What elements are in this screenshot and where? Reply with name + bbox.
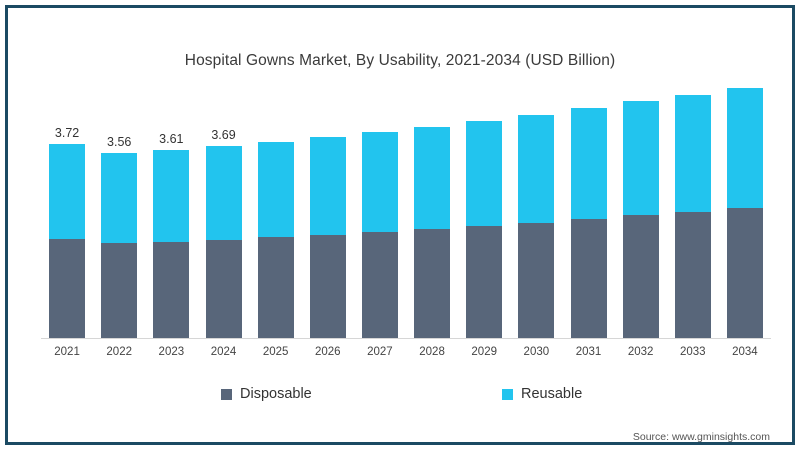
bar-segment-disposable[interactable] [674, 211, 711, 339]
bar-segment-disposable[interactable] [726, 208, 763, 339]
bar-group[interactable] [466, 120, 503, 339]
bar-segment-reusable[interactable] [257, 142, 294, 238]
chart-frame: Hospital Gowns Market, By Usability, 202… [5, 5, 795, 445]
bar-segment-reusable[interactable] [622, 101, 659, 216]
bar-value-label: 3.61 [159, 132, 184, 147]
chart-canvas: Hospital Gowns Market, By Usability, 202… [8, 8, 792, 443]
bar-segment-disposable[interactable] [518, 222, 555, 339]
bar-group[interactable] [622, 101, 659, 339]
bar-segment-disposable[interactable] [49, 239, 86, 339]
x-tick-2029: 2029 [471, 346, 497, 358]
bar-segment-disposable[interactable] [361, 232, 398, 339]
bar-segment-disposable[interactable] [570, 219, 607, 339]
page-title: Hospital Gowns Market, By Usability, 202… [184, 52, 616, 69]
bar-segment-reusable[interactable] [466, 120, 503, 226]
bar-segment-reusable[interactable] [570, 108, 607, 220]
legend-swatch-icon [502, 388, 513, 400]
bar-segment-disposable[interactable] [101, 243, 138, 339]
bar-group[interactable]: 3.69 [205, 128, 242, 339]
bar-value-label: 3.56 [107, 134, 132, 149]
x-axis-line [41, 338, 771, 339]
bar-segment-reusable[interactable] [309, 136, 346, 235]
bar-segment-reusable[interactable] [414, 126, 451, 230]
bar-segment-disposable[interactable] [622, 215, 659, 339]
bar-group[interactable]: 3.56 [101, 135, 138, 339]
bar-segment-reusable[interactable] [49, 144, 86, 240]
legend-label: Reusable [521, 386, 583, 402]
x-tick-2026: 2026 [314, 346, 341, 358]
bar-segment-disposable[interactable] [153, 241, 190, 339]
x-tick-2021: 2021 [54, 346, 80, 358]
bar-group[interactable] [257, 142, 294, 339]
x-tick-2024: 2024 [210, 346, 237, 358]
x-tick-2032: 2032 [627, 346, 654, 358]
bar-segment-reusable[interactable] [205, 145, 242, 240]
source-attribution: Source: www.gminsights.com [632, 431, 770, 443]
x-tick-2034: 2034 [732, 346, 758, 358]
bar-group[interactable] [361, 132, 398, 339]
bar-group[interactable] [518, 115, 555, 339]
x-tick-2030: 2030 [523, 346, 550, 358]
bar-segment-reusable[interactable] [726, 87, 763, 209]
x-tick-2025: 2025 [262, 346, 289, 358]
bar-value-label: 3.69 [211, 127, 236, 142]
x-tick-2022: 2022 [106, 346, 132, 358]
bar-segment-disposable[interactable] [466, 225, 503, 339]
x-tick-2031: 2031 [575, 346, 602, 358]
bar-group[interactable]: 3.61 [153, 132, 190, 339]
bar-group[interactable] [414, 126, 451, 339]
plot-area: 3.72 3.56 3.61 3.69 [41, 87, 771, 339]
bar-segment-disposable[interactable] [257, 237, 294, 339]
bar-segment-disposable[interactable] [414, 229, 451, 339]
legend-label: Disposable [240, 386, 312, 402]
bar-segment-disposable[interactable] [309, 234, 346, 339]
bar-segment-reusable[interactable] [101, 152, 138, 244]
x-tick-2023: 2023 [158, 346, 185, 358]
bar-segment-reusable[interactable] [518, 115, 555, 223]
bar-group[interactable] [674, 94, 711, 339]
bar-group[interactable] [570, 108, 607, 339]
bar-segment-reusable[interactable] [674, 94, 711, 212]
bar-group[interactable] [309, 136, 346, 339]
chart-legend: Disposable Reusable [8, 386, 792, 408]
x-axis-tick-labels: 2021 2022 2023 2024 2025 2026 2027 2028 2029 2030… [41, 346, 771, 366]
bar-group[interactable] [726, 87, 763, 339]
x-tick-2033: 2033 [679, 346, 706, 358]
legend-item-reusable[interactable]: Reusable [502, 386, 582, 402]
legend-swatch-icon [221, 388, 232, 400]
x-tick-2027: 2027 [367, 346, 393, 358]
bar-segment-disposable[interactable] [205, 239, 242, 339]
bar-value-label: 3.72 [54, 126, 80, 141]
x-tick-2028: 2028 [419, 346, 445, 358]
bar-segment-reusable[interactable] [153, 150, 190, 242]
legend-item-disposable[interactable]: Disposable [221, 386, 312, 402]
bar-segment-reusable[interactable] [361, 132, 398, 233]
bar-group[interactable]: 3.72 [49, 126, 86, 339]
